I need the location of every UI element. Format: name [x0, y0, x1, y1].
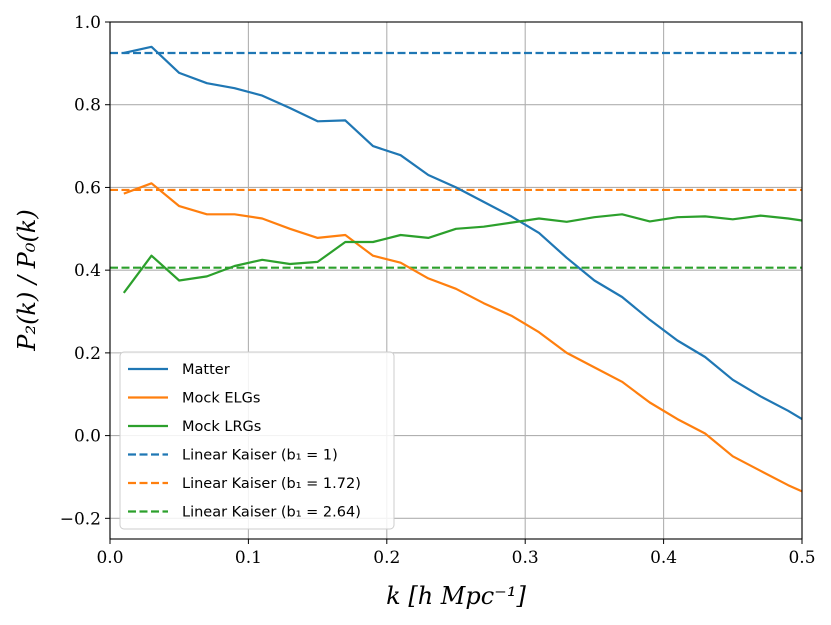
y-tick-label: 1.0 [74, 13, 101, 33]
y-tick-label: 0.0 [74, 427, 101, 447]
x-tick-label: 0.4 [650, 548, 677, 568]
reference-lines-layer [110, 51, 802, 269]
legend-label: Matter [182, 362, 230, 378]
y-tick-label: 0.6 [74, 178, 101, 198]
plot-frame [109, 21, 803, 540]
x-tick-label: 0.3 [512, 548, 539, 568]
x-tick-label: 0.2 [373, 548, 400, 568]
y-tick-label: 0.4 [74, 261, 101, 281]
series-line-mock-elgs [123, 182, 803, 493]
series-line-mock-lrgs [122, 213, 803, 294]
x-tick-label: 0.0 [96, 548, 123, 568]
y-axis-label: P₂(k) / P₀(k) [13, 209, 41, 351]
y-tick-label: −0.2 [60, 509, 101, 529]
series-layer [122, 45, 803, 493]
y-tick-label: 0.2 [74, 344, 101, 364]
legend-box [119, 351, 395, 530]
tick-layer: 0.0 0.1 0.2 0.3 0.4 0.5 −0.2 0.0 0.2 0.4 0.6 0.8 1.0 [60, 13, 816, 568]
x-tick-label: 0.1 [235, 548, 262, 568]
legend-label: Linear Kaiser (b₁ = 2.64) [182, 505, 361, 521]
series-line-matter [123, 45, 803, 421]
legend-label: Linear Kaiser (b₁ = 1.72) [182, 476, 361, 492]
legend-label: Mock LRGs [182, 419, 261, 435]
x-tick-label: 0.5 [788, 548, 815, 568]
y-tick-label: 0.8 [74, 96, 101, 116]
legend-label: Mock ELGs [182, 391, 260, 407]
legend-label: Linear Kaiser (b₁ = 1) [182, 448, 338, 464]
x-axis-label: k [h Mpc⁻¹] [386, 582, 526, 610]
legend: Matter Mock ELGs Mock LRGs Linear Kaiser (b… [119, 351, 395, 530]
